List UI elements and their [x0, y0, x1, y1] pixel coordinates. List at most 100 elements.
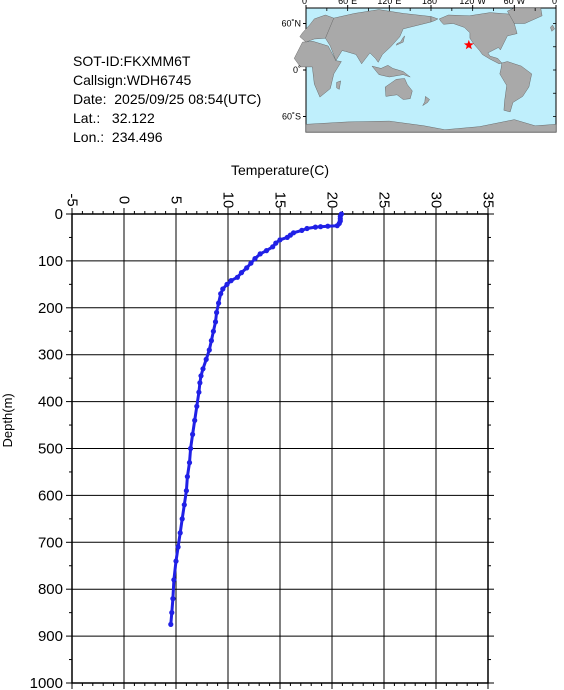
- data-point: [263, 248, 270, 254]
- data-point: [171, 577, 177, 583]
- data-point: [214, 309, 220, 316]
- map-lat-label: 60˚S: [282, 112, 301, 122]
- y-tick-label: 400: [38, 394, 63, 411]
- data-point: [248, 260, 254, 266]
- x-axis-label: Temperature(C): [231, 162, 329, 178]
- data-point: [299, 227, 305, 233]
- y-tick-label: 600: [38, 487, 63, 504]
- europe-landmass: [299, 14, 334, 43]
- data-point: [196, 389, 202, 395]
- chukotka-landmass: [430, 16, 439, 23]
- madagascar-landmass: [336, 80, 341, 90]
- south-america-landmass: [499, 61, 532, 113]
- callsign-text: Callsign:WDH6745: [73, 72, 192, 88]
- data-point: [198, 373, 204, 379]
- data-point: [257, 251, 263, 257]
- data-point: [173, 558, 179, 564]
- data-point: [270, 244, 276, 250]
- x-tick-label: 15: [272, 192, 289, 209]
- y-tick-label: 900: [38, 628, 63, 645]
- data-point: [284, 234, 290, 240]
- britain-landmass: [550, 24, 555, 32]
- map-lon-label: 180˚: [422, 0, 440, 6]
- data-point: [194, 403, 200, 409]
- y-tick-label: 800: [38, 581, 63, 598]
- data-point: [325, 223, 331, 229]
- data-point: [212, 319, 219, 325]
- data-point: [186, 460, 193, 466]
- map-lon-label: 60˚E: [338, 0, 357, 6]
- map-lon-label: 0˚: [552, 0, 560, 6]
- data-point: [208, 338, 214, 344]
- y-axis-label: Depth(m): [0, 393, 15, 447]
- data-point: [210, 328, 216, 334]
- data-point: [197, 380, 203, 386]
- africa-landmass: [293, 41, 342, 98]
- x-tick-label: 5: [168, 196, 185, 204]
- date-text: Date: 2025/09/25 08:54(UTC): [73, 91, 262, 107]
- asia-landmass: [325, 9, 432, 65]
- x-tick-label: 30: [428, 192, 445, 209]
- y-tick-label: 0: [55, 206, 63, 223]
- y-tick-label: 500: [38, 441, 63, 458]
- y-tick-label: 700: [38, 534, 63, 551]
- data-point: [200, 366, 206, 372]
- data-point: [190, 431, 196, 437]
- x-tick-label: 35: [480, 192, 497, 209]
- y-tick-label: 300: [38, 347, 63, 364]
- data-point: [224, 281, 230, 287]
- data-point: [192, 417, 198, 423]
- data-point: [312, 224, 318, 230]
- data-point: [177, 530, 183, 536]
- data-point: [183, 488, 189, 494]
- data-point: [334, 223, 340, 229]
- map-lat-label: 60˚N: [281, 19, 301, 29]
- data-point: [203, 356, 209, 362]
- sot-id-text: SOT-ID:FKXMM6T: [73, 53, 191, 69]
- y-tick-label: 1000: [30, 675, 63, 690]
- station-location-marker: [463, 39, 474, 50]
- data-point: [318, 224, 324, 230]
- data-point: [175, 544, 181, 550]
- map-lon-label: 120˚E: [377, 0, 401, 6]
- data-point: [218, 291, 224, 297]
- japan-landmass: [395, 35, 405, 46]
- x-tick-label: 25: [376, 192, 393, 209]
- data-point: [244, 265, 250, 271]
- data-point: [169, 610, 175, 616]
- x-tick-label: 0: [116, 196, 133, 204]
- data-point: [179, 516, 185, 522]
- data-point: [168, 621, 174, 628]
- x-tick-label: 10: [220, 192, 237, 209]
- data-point: [304, 225, 310, 232]
- data-point: [277, 237, 283, 243]
- new-zealand-landmass: [422, 96, 430, 106]
- greenland-landmass: [507, 7, 543, 24]
- data-point: [184, 474, 190, 480]
- antarctica-landmass: [305, 119, 557, 133]
- southeast-asia-islands: [371, 65, 411, 78]
- map-lon-label: 0˚: [302, 0, 310, 6]
- data-point: [181, 502, 187, 508]
- data-point: [252, 256, 258, 262]
- map-lon-label: 120˚W: [459, 0, 486, 6]
- data-point: [188, 445, 194, 452]
- data-point: [170, 596, 176, 602]
- map-lat-label: 0˚: [293, 65, 301, 75]
- data-point: [220, 286, 226, 292]
- y-tick-label: 200: [38, 300, 63, 317]
- data-point: [228, 278, 234, 284]
- australia-landmass: [384, 78, 413, 100]
- data-point: [273, 240, 279, 246]
- latitude-text: Lat.: 32.122: [73, 110, 155, 126]
- world-map-panel: 0˚ 60˚E 120˚E 180˚ 120˚W 60˚W 0˚ 60˚N 0˚ 60˚S: [281, 0, 560, 133]
- station-info: SOT-ID:FKXMM6T Callsign:WDH6745 Date: 20…: [73, 52, 261, 147]
- map-lon-label: 60˚W: [504, 0, 526, 6]
- x-tick-label: -5: [64, 193, 81, 206]
- y-tick-label: 100: [38, 253, 63, 270]
- data-point: [238, 270, 245, 276]
- longitude-text: Lon.: 234.496: [73, 129, 163, 145]
- data-point: [216, 300, 222, 306]
